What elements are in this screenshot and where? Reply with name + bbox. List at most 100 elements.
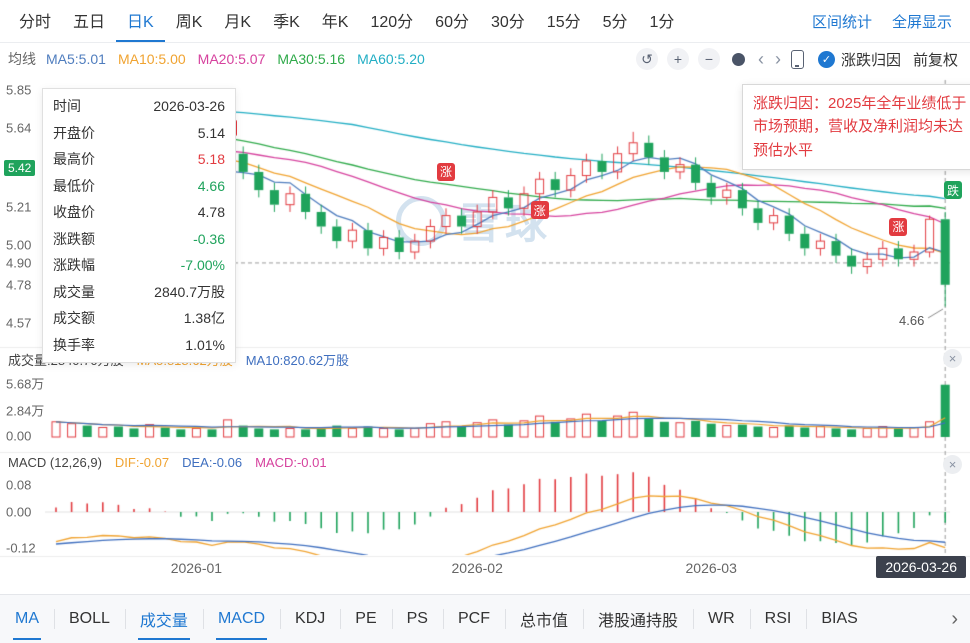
tab-15分[interactable]: 15分	[546, 14, 581, 31]
event-pill-跌[interactable]: 跌	[944, 181, 962, 200]
crosshair-price-label: 4.90	[6, 255, 32, 271]
x-axis-tick: 2026-01	[170, 560, 223, 576]
link-区间统计[interactable]: 区间统计	[811, 13, 872, 31]
price-axis-label: 4.57	[6, 315, 32, 331]
dot-icon[interactable]	[731, 52, 745, 66]
tooltip-row-value: -7.00%	[180, 257, 225, 273]
attribution-popup: 涨跌归因：2025年全年业绩低于市场预期，营收及净利润均未达预估水平	[742, 84, 970, 170]
x-axis-tick: 2026-03	[685, 560, 737, 576]
macd-value-label: MACD:-0.01	[255, 455, 327, 470]
tooltip-row-label: 成交量	[53, 283, 95, 300]
tooltip-row-label: 时间	[53, 98, 81, 114]
tab-年K[interactable]: 年K	[321, 14, 349, 31]
tooltip-row-value: 4.66	[197, 177, 225, 194]
tooltip-row-label: 涨跌幅	[53, 257, 95, 273]
tab-5分[interactable]: 5分	[602, 14, 628, 31]
tooltip-row: 时间 2026-03-26	[53, 93, 225, 120]
tooltip-row: 开盘价 5.14	[53, 120, 225, 147]
indicator-tab-bar: MA BOLL 成交量 MACD KDJ PE PS PCF 总市值 港股通持股 WR RSI BIAS…	[0, 594, 970, 643]
ma-legend-item: MA20:5.07	[197, 51, 266, 67]
tooltip-row: 最低价 4.66	[53, 173, 225, 200]
link-全屏显示[interactable]: 全屏显示	[891, 13, 952, 31]
chevron-right-icon[interactable]: ›	[774, 48, 781, 69]
indicator-tab-港股通持股[interactable]: 港股通持股	[582, 595, 693, 643]
adjust-mode-label[interactable]: 前复权	[912, 51, 958, 69]
tab-周K[interactable]: 周K	[175, 14, 203, 31]
indicator-tab-PE[interactable]: PE	[340, 595, 391, 643]
tab-30分[interactable]: 30分	[490, 14, 525, 31]
tooltip-row-label: 成交额	[53, 310, 95, 326]
ma-legend-row: 均线 MA5:5.01 MA10:5.00 MA20:5.07 MA30:5.16 MA…	[0, 42, 970, 76]
tooltip-row-value: 2026-03-26	[153, 98, 225, 114]
indicator-tab-总市值[interactable]: 总市值	[504, 595, 583, 643]
indicator-tab-WR[interactable]: WR	[693, 595, 750, 643]
price-axis-label: 5.85	[6, 82, 32, 98]
ma-legend-items: MA5:5.01 MA10:5.00 MA20:5.07 MA30:5.16 MA60:…	[46, 51, 437, 67]
indicator-tab-BIAS[interactable]: BIAS	[806, 595, 872, 643]
tooltip-row-value: 5.14	[197, 124, 225, 141]
period-tab-bar: 分时 五日 日K 周K 月K 季K 年K 120分 60分 30分 15分 5分 1分 区间统计 全屏显示	[0, 0, 970, 43]
indicator-tab-成交量[interactable]: 成交量	[124, 595, 203, 643]
price-axis-label: 5.00	[6, 237, 32, 253]
tooltip-row-label: 最低价	[53, 177, 95, 194]
macd-axis-label: 0.00	[6, 504, 32, 520]
macd-axis-label: -0.12	[6, 540, 36, 556]
tooltip-row-value: 2840.7万股	[154, 283, 225, 300]
macd-dea-label: DEA:-0.06	[182, 455, 243, 470]
macd-dif-label: DIF:-0.07	[114, 455, 170, 470]
tooltip-row-value: -0.36	[193, 230, 225, 247]
attribution-toggle-label: 涨跌归因	[840, 51, 901, 69]
macd-pane-close-icon[interactable]: ×	[943, 455, 962, 474]
indicator-more-icon[interactable]: ›	[951, 607, 958, 630]
price-axis-label: 5.21	[6, 199, 32, 214]
macd-axis-label: 0.08	[6, 477, 32, 493]
price-axis-label: 5.42	[4, 160, 36, 177]
tab-1分[interactable]: 1分	[649, 14, 675, 31]
indicator-tab-KDJ[interactable]: KDJ	[280, 595, 340, 643]
tab-月K[interactable]: 月K	[224, 14, 252, 31]
volume-axis-label: 5.68万	[6, 376, 45, 392]
indicator-tab-BOLL[interactable]: BOLL	[54, 595, 125, 643]
undo-icon[interactable]: ↺	[635, 48, 658, 70]
tooltip-row: 涨跌幅 -7.00%	[53, 252, 225, 279]
indicator-tab-PS[interactable]: PS	[391, 595, 443, 643]
event-pill-涨[interactable]: 涨	[889, 217, 908, 236]
indicator-tab-PCF[interactable]: PCF	[442, 595, 505, 643]
tab-分时[interactable]: 分时	[19, 14, 52, 31]
tab-季K[interactable]: 季K	[273, 14, 300, 31]
event-pill-涨[interactable]: 涨	[437, 162, 455, 181]
tooltip-row: 涨跌额 -0.36	[53, 226, 225, 253]
macd-legend: MACD (12,26,9) DIF:-0.07 DEA:-0.06 MACD:…	[8, 455, 327, 470]
tooltip-row: 成交额 1.38亿	[53, 305, 225, 332]
event-pill-涨[interactable]: 涨	[530, 201, 549, 220]
tab-60分[interactable]: 60分	[435, 14, 469, 31]
x-axis-tick: 2026-02	[451, 560, 503, 576]
tooltip-row-value: 1.38亿	[183, 310, 225, 326]
tooltip-row-label: 最高价	[53, 151, 95, 167]
cursor-date-badge: 2026-03-26	[876, 556, 966, 578]
ma-legend-item: MA5:5.01	[46, 51, 106, 67]
chevron-left-icon[interactable]: ‹	[757, 48, 764, 69]
tooltip-row-label: 换手率	[53, 336, 95, 353]
ohlc-tooltip: 时间 2026-03-26 开盘价 5.14 最高价 5.18 最低价 4.66 收盘价 4.78…	[42, 88, 236, 363]
tab-日K[interactable]: 日K	[116, 0, 165, 42]
tab-五日[interactable]: 五日	[73, 14, 106, 31]
volume-axis-label: 0.00	[6, 428, 32, 444]
tab-120分[interactable]: 120分	[370, 14, 414, 31]
phone-icon[interactable]	[790, 49, 804, 69]
volume-pane-close-icon[interactable]: ×	[943, 349, 962, 368]
tooltip-row: 换手率 1.01%	[53, 332, 225, 359]
zoom-in-icon[interactable]: +	[666, 48, 689, 70]
ma-legend-title: 均线	[8, 51, 36, 67]
indicator-tab-RSI[interactable]: RSI	[749, 595, 807, 643]
tooltip-row: 收盘价 4.78	[53, 199, 225, 226]
indicator-tab-MA[interactable]: MA	[0, 595, 54, 643]
tooltip-row-value: 4.78	[197, 204, 225, 220]
volume-ma10-label: MA10:820.62万股	[245, 353, 350, 368]
indicator-tab-MACD[interactable]: MACD	[202, 595, 280, 643]
zoom-out-icon[interactable]: −	[697, 48, 720, 70]
tooltip-row-label: 开盘价	[53, 124, 95, 141]
header-links: 区间统计 全屏显示	[802, 0, 962, 42]
attribution-toggle[interactable]: ✓ 涨跌归因	[817, 49, 901, 70]
